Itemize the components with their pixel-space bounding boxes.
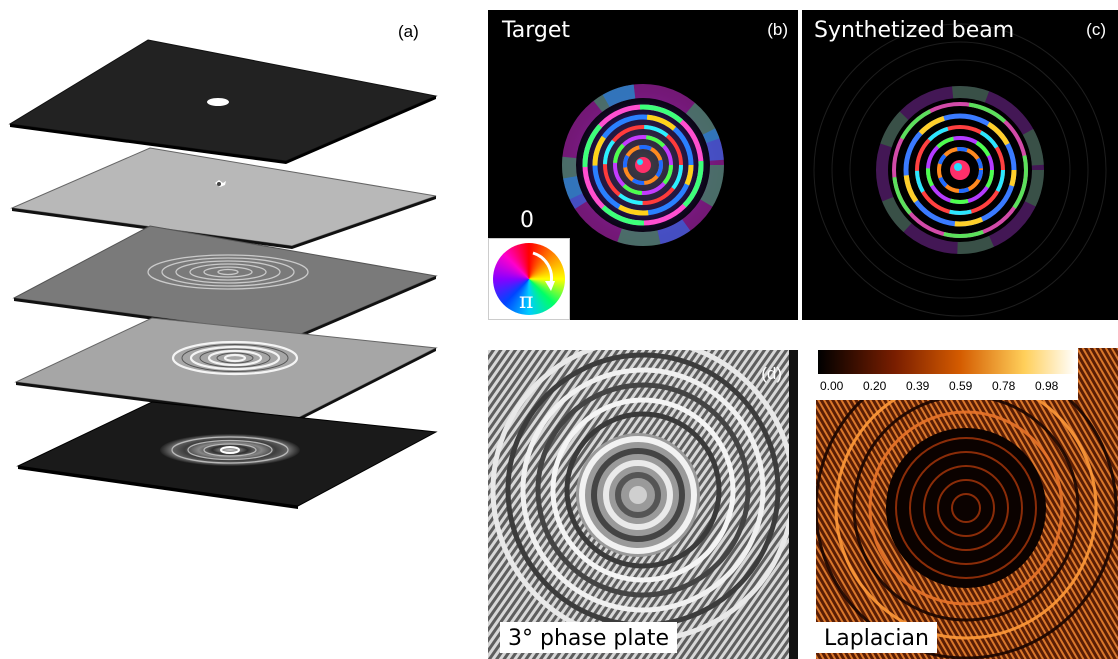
plane-3	[12, 225, 438, 339]
panel-d: (d) 3° phase plate	[488, 350, 798, 659]
colorbar-tick: 0.98	[1035, 379, 1059, 393]
colorbar: 0.00 0.20 0.39 0.59 0.78 0.98	[816, 348, 1078, 400]
panel-e-caption: Laplacian	[816, 622, 937, 653]
plane-stack	[8, 39, 438, 509]
target-beam-image	[557, 79, 729, 251]
phase-arrow-icon	[532, 251, 555, 291]
panel-b-title: Target	[502, 18, 571, 43]
panel-e: 0.00 0.20 0.39 0.59 0.78 0.98 Laplacian	[816, 348, 1118, 659]
panel-a: (a)	[0, 0, 470, 659]
synthetized-beam-image	[813, 23, 1107, 317]
panel-c-label: (c)	[1086, 20, 1106, 39]
plane-4	[14, 317, 438, 421]
phase-zero-label: 0	[520, 208, 534, 233]
colorbar-tick: 0.20	[863, 379, 887, 393]
colorbar-tick: 0.00	[820, 379, 844, 393]
panel-c: Synthetized beam (c)	[802, 10, 1118, 320]
panel-c-title: Synthetized beam	[814, 18, 1015, 43]
plane-1	[8, 39, 438, 164]
plane-2	[10, 147, 437, 249]
colorbar-tick: 0.39	[906, 379, 930, 393]
plane-5	[16, 401, 438, 509]
phase-pi-label: π	[519, 289, 534, 314]
phase-plate-image	[488, 350, 798, 659]
panel-d-caption: 3° phase plate	[500, 622, 678, 653]
colorbar-tick: 0.78	[992, 379, 1016, 393]
laplacian-image: 0.00 0.20 0.39 0.59 0.78 0.98	[816, 348, 1118, 659]
panel-b: Target (b) 0 π	[488, 10, 798, 320]
panel-d-label: (d)	[761, 364, 782, 383]
panel-b-label: (b)	[767, 20, 788, 39]
phase-color-wheel: π	[488, 238, 570, 320]
colorbar-tick: 0.59	[949, 379, 973, 393]
panel-a-label: (a)	[398, 22, 419, 41]
